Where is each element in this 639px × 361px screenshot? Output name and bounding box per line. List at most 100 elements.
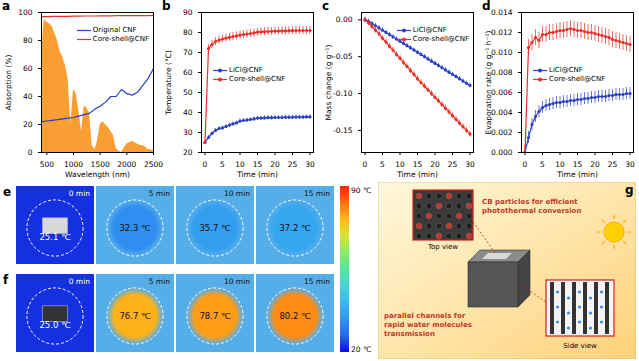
svg-text:10 min: 10 min <box>224 277 250 286</box>
svg-text:15: 15 <box>413 160 423 169</box>
svg-text:90 ℃: 90 ℃ <box>351 186 371 195</box>
svg-text:Time (min): Time (min) <box>236 170 278 179</box>
svg-text:0.002: 0.002 <box>491 128 513 137</box>
svg-text:Evaporation rate (g g⁻¹ h⁻¹): Evaporation rate (g g⁻¹ h⁻¹) <box>484 30 493 134</box>
svg-text:Side view: Side view <box>563 342 597 350</box>
svg-text:35.7 ℃: 35.7 ℃ <box>199 223 231 233</box>
svg-text:30: 30 <box>183 128 193 137</box>
svg-text:20: 20 <box>183 148 193 157</box>
svg-text:500: 500 <box>40 160 55 169</box>
svg-text:5 min: 5 min <box>149 189 171 198</box>
svg-text:CB particles for efficient: CB particles for efficient <box>482 198 578 206</box>
svg-text:-0.10: -0.10 <box>333 89 353 98</box>
html-text:Core-shell@CNF: Core-shell@CNF <box>412 35 469 44</box>
svg-text:0.004: 0.004 <box>491 108 513 117</box>
svg-text:70: 70 <box>183 48 193 57</box>
svg-text:photothermal conversion: photothermal conversion <box>482 207 581 215</box>
svg-text:0: 0 <box>363 160 368 169</box>
html-text:LiCl@CNF: LiCl@CNF <box>412 26 447 34</box>
svg-text:2000: 2000 <box>117 160 136 169</box>
svg-text:5: 5 <box>540 160 545 169</box>
svg-text:60: 60 <box>23 64 33 73</box>
html-text:Original CNF: Original CNF <box>92 26 137 34</box>
svg-text:20 ℃: 20 ℃ <box>351 345 371 354</box>
svg-text:1500: 1500 <box>91 160 110 169</box>
svg-text:80: 80 <box>23 36 33 45</box>
svg-text:25: 25 <box>608 160 618 169</box>
svg-text:f: f <box>3 273 9 287</box>
svg-text:37.2 ℃: 37.2 ℃ <box>279 223 311 233</box>
svg-text:Mass change (g g⁻¹): Mass change (g g⁻¹) <box>324 44 333 120</box>
svg-text:10: 10 <box>235 160 245 169</box>
svg-text:0.012: 0.012 <box>491 28 513 37</box>
svg-text:0 min: 0 min <box>69 277 91 286</box>
svg-text:25.0 ℃: 25.0 ℃ <box>39 320 71 330</box>
svg-text:-0.15: -0.15 <box>333 126 353 135</box>
svg-text:78.7 ℃: 78.7 ℃ <box>199 311 231 321</box>
svg-text:50: 50 <box>183 88 193 97</box>
html-text:d: d <box>482 0 491 13</box>
svg-text:e: e <box>3 185 11 199</box>
svg-text:20: 20 <box>270 160 280 169</box>
svg-text:0 min: 0 min <box>69 189 91 198</box>
svg-text:32.3 ℃: 32.3 ℃ <box>119 223 151 233</box>
svg-text:25.1 ℃: 25.1 ℃ <box>39 232 71 242</box>
svg-text:0.006: 0.006 <box>491 88 513 97</box>
svg-text:100: 100 <box>18 8 33 17</box>
html-text:Core-shell@CNF: Core-shell@CNF <box>549 75 606 84</box>
svg-text:20: 20 <box>23 120 33 129</box>
html-text:c: c <box>322 0 330 13</box>
svg-text:Temperature (°C): Temperature (°C) <box>164 50 173 116</box>
svg-text:30: 30 <box>465 160 475 169</box>
svg-text:40: 40 <box>183 108 193 117</box>
svg-text:40: 40 <box>23 92 33 101</box>
html-text:a: a <box>2 0 11 13</box>
svg-text:76.7 ℃: 76.7 ℃ <box>119 311 151 321</box>
svg-text:5: 5 <box>220 160 225 169</box>
svg-text:10: 10 <box>555 160 565 169</box>
svg-text:20: 20 <box>590 160 600 169</box>
svg-text:0.014: 0.014 <box>491 8 513 17</box>
svg-text:Top view: Top view <box>427 243 458 251</box>
svg-text:Time (min): Time (min) <box>556 170 598 179</box>
svg-text:15 min: 15 min <box>304 277 330 286</box>
svg-text:2500: 2500 <box>144 160 163 169</box>
svg-text:0.00: 0.00 <box>336 15 353 24</box>
svg-text:0.000: 0.000 <box>491 148 513 157</box>
svg-text:1000: 1000 <box>64 160 83 169</box>
svg-text:15 min: 15 min <box>304 189 330 198</box>
svg-text:20: 20 <box>430 160 440 169</box>
html-text:LiCl@CNF: LiCl@CNF <box>549 66 583 74</box>
html-text:LiCl@CNF: LiCl@CNF <box>229 66 263 74</box>
svg-text:rapid water molecules: rapid water molecules <box>384 321 472 329</box>
svg-text:15: 15 <box>253 160 263 169</box>
svg-text:25: 25 <box>288 160 298 169</box>
svg-text:0.010: 0.010 <box>491 48 513 57</box>
svg-text:15: 15 <box>573 160 583 169</box>
svg-text:80.2 ℃: 80.2 ℃ <box>279 311 311 321</box>
svg-text:g: g <box>625 183 634 197</box>
svg-text:-0.05: -0.05 <box>333 52 353 61</box>
svg-text:30: 30 <box>625 160 635 169</box>
svg-text:Absorption (%): Absorption (%) <box>4 54 13 110</box>
svg-text:90: 90 <box>183 8 193 17</box>
svg-text:Time (min): Time (min) <box>396 170 438 179</box>
svg-text:0: 0 <box>523 160 528 169</box>
svg-text:25: 25 <box>448 160 458 169</box>
svg-text:10: 10 <box>395 160 405 169</box>
svg-text:60: 60 <box>183 68 193 77</box>
svg-text:0: 0 <box>203 160 208 169</box>
svg-text:80: 80 <box>183 28 193 37</box>
html-text:Core-shell@CNF: Core-shell@CNF <box>92 35 149 44</box>
svg-text:5: 5 <box>380 160 385 169</box>
svg-text:0.008: 0.008 <box>491 68 513 77</box>
svg-text:10 min: 10 min <box>224 189 250 198</box>
svg-text:5 min: 5 min <box>149 277 171 286</box>
svg-text:0: 0 <box>28 148 33 157</box>
svg-text:transmission: transmission <box>384 330 435 338</box>
html-text:Core-shell@CNF: Core-shell@CNF <box>229 75 286 84</box>
svg-text:Wavelength (nm): Wavelength (nm) <box>65 170 130 179</box>
svg-text:parallel channels for: parallel channels for <box>384 312 466 320</box>
html-text:b: b <box>162 0 171 13</box>
svg-text:30: 30 <box>305 160 315 169</box>
